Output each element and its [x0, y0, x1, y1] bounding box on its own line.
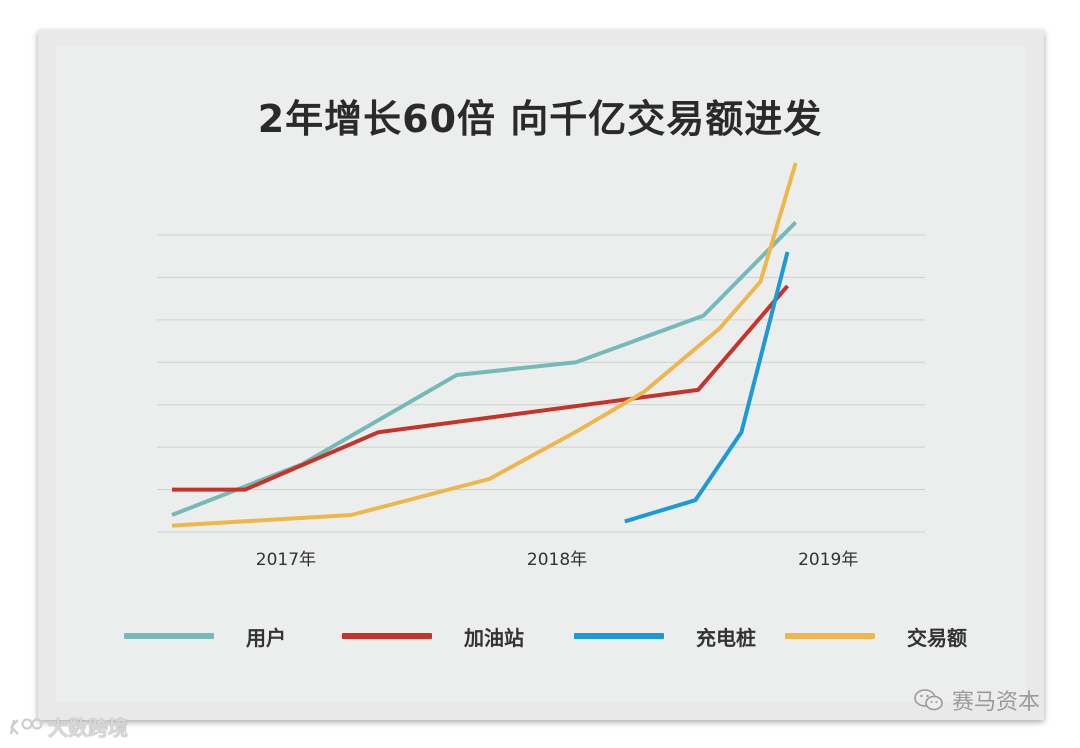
chart-card — [38, 30, 1044, 720]
watermark-brand: 赛马资本 — [951, 690, 1040, 715]
legend-swatch-gas-stations — [342, 633, 432, 639]
wechat-icon — [914, 689, 943, 711]
legend-item-charging-piles: 充电桩 — [574, 624, 756, 650]
gas-stations-line — [172, 284, 790, 492]
series-lines — [171, 162, 798, 528]
legend-label-charging-piles: 充电桩 — [696, 625, 756, 650]
legend-label-users: 用户 — [246, 625, 286, 650]
chart-panel — [56, 46, 1026, 702]
x-tick-labels: 2017年 2018年 2019年 — [256, 550, 859, 570]
legend-swatch-charging-piles — [574, 633, 664, 639]
source-watermark: 大数跨境 — [8, 712, 128, 741]
x-tick-label: 2018年 — [527, 550, 587, 570]
source-logo-icon — [9, 717, 43, 735]
grid-lines — [157, 234, 925, 533]
legend-label-transaction-volume: 交易额 — [907, 625, 967, 650]
legend-item-gas-stations: 加油站 — [342, 624, 524, 650]
x-tick-label: 2017年 — [256, 550, 316, 570]
legend-label-gas-stations: 加油站 — [464, 625, 524, 650]
charging-piles-line — [624, 251, 790, 524]
legend: 用户 加油站 充电桩 交易额 — [0, 624, 1080, 650]
legend-item-users: 用户 — [124, 624, 286, 650]
x-tick-label: 2019年 — [798, 550, 858, 570]
chart-title: 2年增长60倍 向千亿交易额进发 — [257, 97, 823, 141]
legend-swatch-transaction-volume — [785, 633, 875, 639]
legend-item-transaction-volume: 交易额 — [785, 624, 967, 650]
legend-swatch-users — [124, 633, 214, 639]
wechat-watermark: 赛马资本 — [914, 684, 1040, 716]
source-name: 大数跨境 — [48, 716, 128, 740]
transaction-volume-line — [171, 162, 798, 528]
users-line — [171, 220, 798, 517]
